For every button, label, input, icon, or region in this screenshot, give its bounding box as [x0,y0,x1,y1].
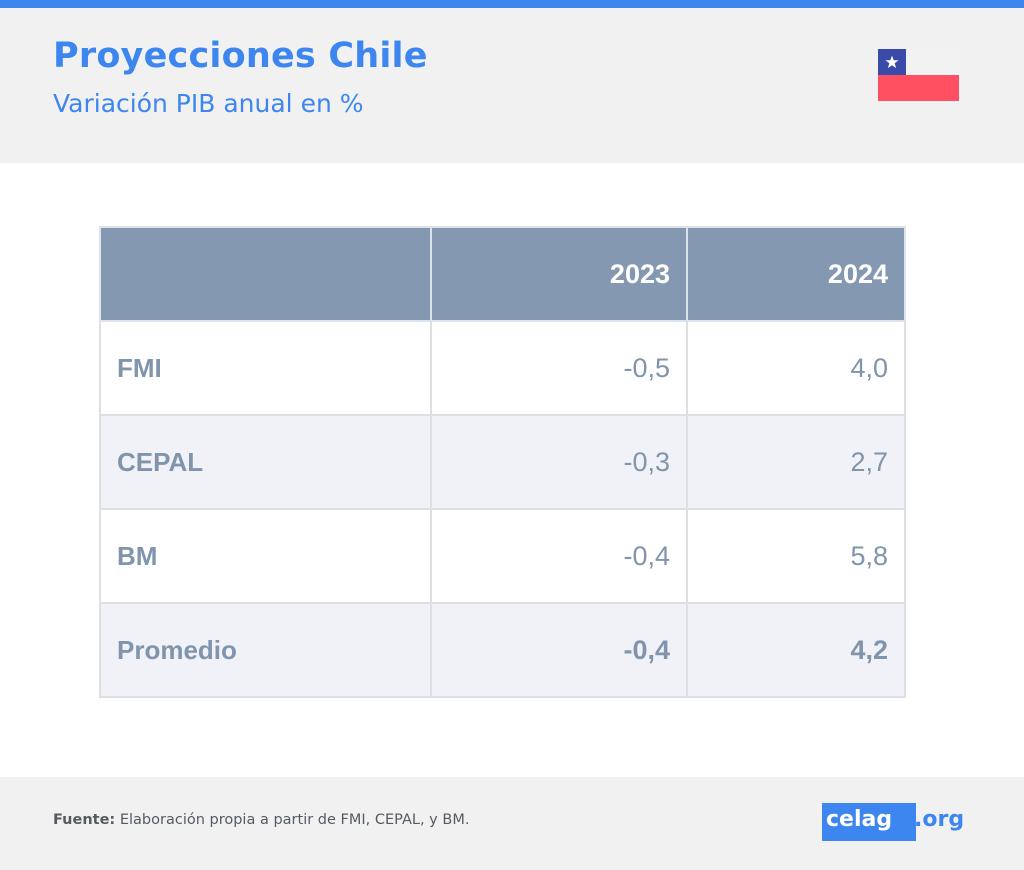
cell-2023: -0,4 [430,602,688,698]
row-label: CEPAL [99,414,432,510]
table-row-fmi: FMI -0,5 4,0 [99,320,906,416]
column-header-2023: 2023 [430,226,688,322]
cell-2023: -0,3 [430,414,688,510]
column-header-blank [99,226,432,322]
page-title: Proyecciones Chile [53,36,428,76]
header-band [0,8,1024,163]
flag-star [885,55,899,69]
top-accent-bar [0,0,1024,8]
table-row-cepal: CEPAL -0,3 2,7 [99,414,906,510]
source-note: Fuente: Elaboración propia a partir de F… [53,812,469,828]
cell-2024: 4,2 [686,602,906,698]
cell-2024: 5,8 [686,508,906,604]
page-subtitle: Variación PIB anual en % [53,89,364,118]
row-label: FMI [99,320,432,416]
table-header-row: 2023 2024 [99,226,906,322]
table-row-bm: BM -0,4 5,8 [99,508,906,604]
celag-logo-box [822,803,916,841]
chile-flag-icon [878,49,959,101]
cell-2023: -0,5 [430,320,688,416]
cell-2024: 4,0 [686,320,906,416]
row-label: Promedio [99,602,432,698]
celag-logo-text: celag [826,807,893,832]
cell-2023: -0,4 [430,508,688,604]
table-row-promedio: Promedio -0,4 4,2 [99,602,906,698]
cell-2024: 2,7 [686,414,906,510]
gdp-projection-table: 2023 2024 FMI -0,5 4,0 CEPAL -0,3 2,7 BM… [99,226,906,698]
source-text: Elaboración propia a partir de FMI, CEPA… [115,812,470,828]
column-header-2024: 2024 [686,226,906,322]
row-label: BM [99,508,432,604]
celag-logo-suffix: .org [914,807,965,832]
source-label: Fuente: [53,812,116,828]
flag-red-band [878,75,959,101]
